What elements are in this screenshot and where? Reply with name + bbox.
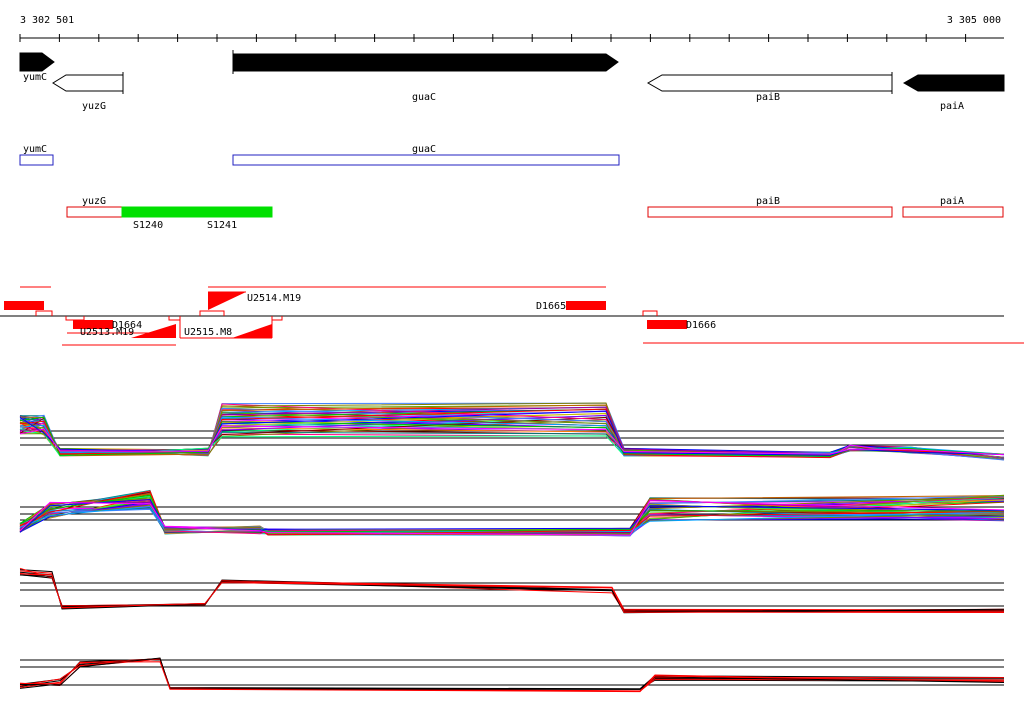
gene-label-yuzG: yuzG [82,101,106,112]
expression-panel-3 [19,567,1005,614]
coordinate-ruler: 3 302 501 3 305 000 [19,15,1004,42]
feature-label-yuzG: yuzG [82,196,106,207]
probe-U2515-M8[interactable]: U2515.M8 [179,320,273,339]
probe-U2513-M19[interactable]: U2513.M19 [80,324,176,338]
feature-label-paiB: paiB [756,196,780,207]
probe-label-D1664: D1664 [112,320,142,331]
probe-D1664[interactable]: D1664 [73,320,142,331]
probe-label-U2514: U2514.M19 [247,293,301,304]
gene-arrow-yuzG[interactable]: yuzG [52,72,124,112]
probe-D1665[interactable]: D1665 [536,301,606,312]
probe-label-D1666: D1666 [686,320,716,331]
blue-feature-track: yumC guaC [19,144,620,166]
feature-box-paiA[interactable] [902,206,1004,218]
gene-track: yumC yuzG guaC paiB paiA [19,50,1005,112]
gene-label-paiB: paiB [756,92,780,103]
ruler-start-label: 3 302 501 [20,15,74,26]
expression-panel-4 [19,657,1005,693]
red-feature-track: yuzG S1240 S1241 paiB paiA [66,196,1004,231]
probe-label-D1665: D1665 [536,301,566,312]
feature-label-guaC: guaC [412,144,436,155]
gene-label-yumC: yumC [23,72,47,83]
probe-label-U2515: U2515.M8 [184,327,232,338]
expression-panel-1 [19,402,1005,461]
feature-box-yumC[interactable] [19,154,54,166]
expression-panel-2 [19,489,1005,537]
probe-D1666[interactable]: D1666 [647,320,716,331]
ruler-ticks [19,34,967,42]
gene-label-guaC: guaC [412,92,436,103]
gene-arrow-paiB[interactable]: paiB [646,72,893,103]
probe-track: D1664 U2513.M19 U2514.M19 U2515.M8 D1665 [0,286,1024,346]
feature-box-S1240-S1241[interactable] [121,206,273,218]
probe-U2514-M19[interactable]: U2514.M19 [208,291,301,310]
feature-label-yumC: yumC [23,144,47,155]
probe-block-left[interactable] [4,301,44,310]
gene-arrow-guaC[interactable]: guaC [232,50,619,103]
expression-panels [19,402,1005,693]
gene-label-paiA: paiA [940,101,964,112]
ruler-end-label: 3 305 000 [947,15,1001,26]
feature-label-S1240: S1240 [133,220,163,231]
feature-label-paiA: paiA [940,196,964,207]
feature-label-S1241: S1241 [207,220,237,231]
gene-arrow-yumC[interactable]: yumC [19,52,55,83]
gene-arrow-paiA[interactable]: paiA [902,74,1005,112]
feature-box-guaC[interactable] [232,154,620,166]
probe-label-U2513: U2513.M19 [80,327,134,338]
feature-box-paiB[interactable] [647,206,893,218]
